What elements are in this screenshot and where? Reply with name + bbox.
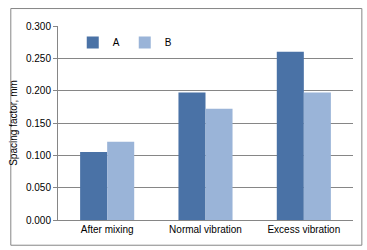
svg-text:0.200: 0.200 (26, 85, 51, 96)
svg-text:0.300: 0.300 (26, 21, 51, 32)
svg-text:0.250: 0.250 (26, 53, 51, 64)
svg-text:0.000: 0.000 (26, 215, 51, 226)
svg-text:B: B (165, 37, 172, 48)
svg-text:After mixing: After mixing (81, 224, 134, 235)
svg-text:A: A (113, 37, 120, 48)
svg-text:0.150: 0.150 (26, 118, 51, 129)
svg-text:Spacing factor, mm: Spacing factor, mm (8, 80, 19, 166)
svg-text:0.050: 0.050 (26, 182, 51, 193)
svg-text:Excess vibration: Excess vibration (267, 224, 340, 235)
svg-text:Normal vibration: Normal vibration (169, 224, 242, 235)
svg-text:0.100: 0.100 (26, 150, 51, 161)
